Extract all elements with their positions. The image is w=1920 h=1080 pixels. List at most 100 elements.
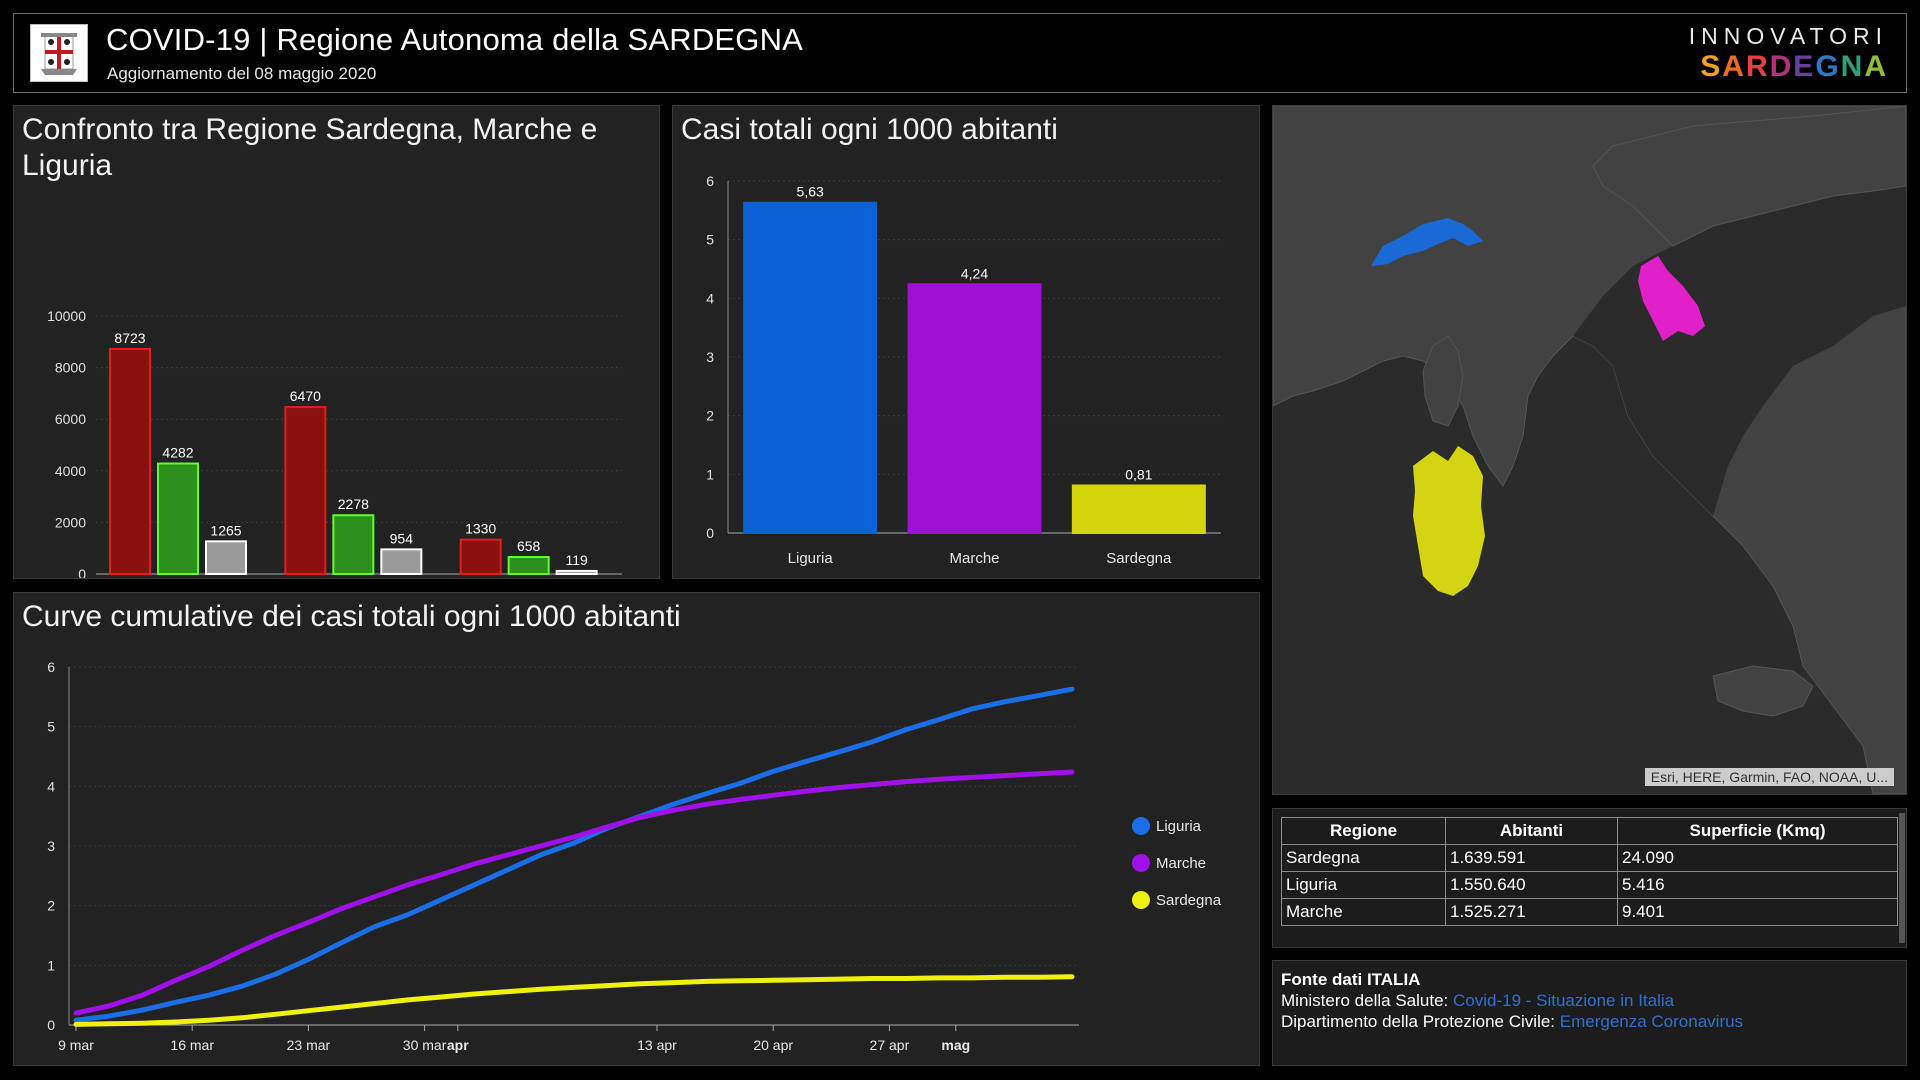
- comparison-bar-chart: 0200040006000800010000872342821265Liguri…: [47, 308, 622, 578]
- y-tick-label: 1: [47, 957, 55, 973]
- bar[interactable]: [284, 406, 327, 575]
- x-tick-label: mag: [941, 1037, 970, 1053]
- y-tick-label: 0: [78, 566, 86, 578]
- y-tick-label: 8000: [55, 360, 86, 376]
- table-cell: Liguria: [1281, 871, 1446, 899]
- bar-value-label: 2278: [338, 496, 369, 512]
- y-tick-label: 1: [706, 466, 714, 482]
- comparison-panel: Confronto tra Regione Sardegna, Marche e…: [13, 105, 660, 579]
- cumulative-curves-panel: Curve cumulative dei casi totali ogni 10…: [13, 592, 1260, 1066]
- x-tick-label: 30 mar: [403, 1037, 447, 1053]
- table-cell: 1.550.640: [1445, 871, 1618, 899]
- y-tick-label: 4000: [55, 463, 86, 479]
- brand-letter: A: [1864, 50, 1888, 83]
- brand-letter: S: [1700, 50, 1723, 83]
- table-row: Liguria 1.550.640 5.416: [1281, 871, 1898, 899]
- sources-panel: Fonte dati ITALIA Ministero della Salute…: [1272, 960, 1907, 1066]
- map-attribution[interactable]: Esri, HERE, Garmin, FAO, NOAA, U...: [1644, 768, 1894, 786]
- source-link-protezione-civile[interactable]: Emergenza Coronavirus: [1559, 1012, 1744, 1031]
- x-tick-label: 9 mar: [58, 1037, 94, 1053]
- bar-value-label: 119: [566, 552, 589, 568]
- x-tick-label: Sardegna: [1106, 550, 1172, 567]
- series-line[interactable]: [73, 974, 1075, 1027]
- source-link-ministero[interactable]: Covid-19 - Situazione in Italia: [1452, 991, 1675, 1010]
- bar[interactable]: [507, 556, 550, 575]
- sources-text: Fonte dati ITALIA Ministero della Salute…: [1281, 969, 1743, 1032]
- map-panel[interactable]: Esri, HERE, Garmin, FAO, NOAA, U...: [1272, 105, 1907, 795]
- brand-letter: G: [1815, 50, 1841, 83]
- table-cell: 5.416: [1617, 871, 1898, 899]
- column-header: Regione: [1281, 817, 1446, 845]
- y-tick-label: 6000: [55, 411, 86, 427]
- sardinia-coat-of-arms-icon: [30, 24, 88, 82]
- x-tick-label: 16 mar: [170, 1037, 214, 1053]
- marche-region: [1638, 256, 1705, 341]
- bar[interactable]: [555, 569, 598, 576]
- bar-value-label: 8723: [114, 330, 145, 346]
- bar-value-label: 1330: [465, 521, 496, 537]
- sardegna-region: [1413, 446, 1485, 596]
- brand-letter: N: [1840, 50, 1865, 83]
- legend-item[interactable]: Sardegna: [1132, 891, 1222, 909]
- source-label: Ministero della Salute:: [1281, 991, 1453, 1010]
- y-tick-label: 5: [706, 232, 714, 248]
- bar[interactable]: [332, 514, 375, 575]
- update-date: Aggiornamento del 08 maggio 2020: [107, 64, 377, 83]
- table-scrollbar[interactable]: [1899, 813, 1905, 943]
- series-line[interactable]: [73, 769, 1075, 1016]
- column-header: Superficie (Kmq): [1617, 817, 1898, 845]
- legend-label: Sardegna: [1156, 892, 1222, 909]
- sources-line-ministero: Ministero della Salute: Covid-19 - Situa…: [1281, 990, 1743, 1011]
- legend-label: Marche: [1156, 855, 1206, 872]
- table-cell: 1.525.271: [1445, 898, 1618, 926]
- bar[interactable]: [380, 548, 423, 576]
- liguria-region: [1371, 218, 1483, 266]
- comparison-panel-title: Confronto tra Regione Sardegna, Marche e…: [22, 113, 598, 182]
- bar[interactable]: [109, 347, 151, 575]
- cumulative-curves-panel-title: Curve cumulative dei casi totali ogni 10…: [22, 600, 681, 633]
- x-tick-label: 13 apr: [637, 1037, 677, 1053]
- sicily-land: [1712, 665, 1814, 717]
- bar-value-label: 4,24: [961, 265, 988, 281]
- y-tick-label: 6: [706, 173, 714, 189]
- bar-value-label: 6470: [290, 388, 321, 404]
- population-table: Regione Abitanti Superficie (Kmq) Sardeg…: [1281, 817, 1898, 926]
- column-header: Abitanti: [1445, 817, 1618, 845]
- header-bar: COVID-19 | Regione Autonoma della SARDEG…: [13, 13, 1907, 93]
- y-tick-label: 10000: [47, 308, 86, 324]
- bar[interactable]: [743, 201, 878, 534]
- bar[interactable]: [907, 283, 1042, 534]
- y-tick-label: 2000: [55, 514, 86, 530]
- x-tick-label: 20 apr: [753, 1037, 793, 1053]
- y-tick-label: 0: [706, 525, 714, 541]
- y-tick-label: 3: [47, 838, 55, 854]
- y-tick-label: 4: [47, 778, 55, 794]
- bar-value-label: 1265: [210, 522, 241, 538]
- table-cell: 9.401: [1617, 898, 1898, 926]
- y-tick-label: 6: [47, 659, 55, 675]
- x-tick-label: apr: [447, 1037, 469, 1053]
- table-cell: 24.090: [1617, 844, 1898, 872]
- sources-line-protezione-civile: Dipartimento della Protezione Civile: Em…: [1281, 1011, 1743, 1032]
- bar-value-label: 658: [517, 538, 541, 554]
- bar-value-label: 954: [390, 530, 414, 546]
- source-label: Dipartimento della Protezione Civile:: [1281, 1012, 1560, 1031]
- bar[interactable]: [157, 462, 199, 576]
- bar[interactable]: [459, 538, 502, 576]
- bar-value-label: 0,81: [1125, 466, 1152, 482]
- legend-item[interactable]: Marche: [1132, 854, 1206, 872]
- corsica-land: [1422, 335, 1464, 427]
- y-tick-label: 4: [706, 290, 714, 306]
- bar[interactable]: [1071, 484, 1206, 535]
- table-cell: Marche: [1281, 898, 1446, 926]
- per-1000-panel-title: Casi totali ogni 1000 abitanti: [681, 113, 1058, 146]
- bar[interactable]: [205, 540, 247, 576]
- series-line[interactable]: [73, 686, 1075, 1023]
- brand-sardegna: SARDEGNA: [1700, 50, 1888, 84]
- legend-item[interactable]: Liguria: [1132, 817, 1202, 835]
- y-tick-label: 3: [706, 349, 714, 365]
- brand-letter: E: [1793, 50, 1816, 83]
- y-tick-label: 2: [706, 408, 714, 424]
- italy-map[interactable]: [1273, 106, 1906, 794]
- bar-value-label: 4282: [162, 445, 193, 461]
